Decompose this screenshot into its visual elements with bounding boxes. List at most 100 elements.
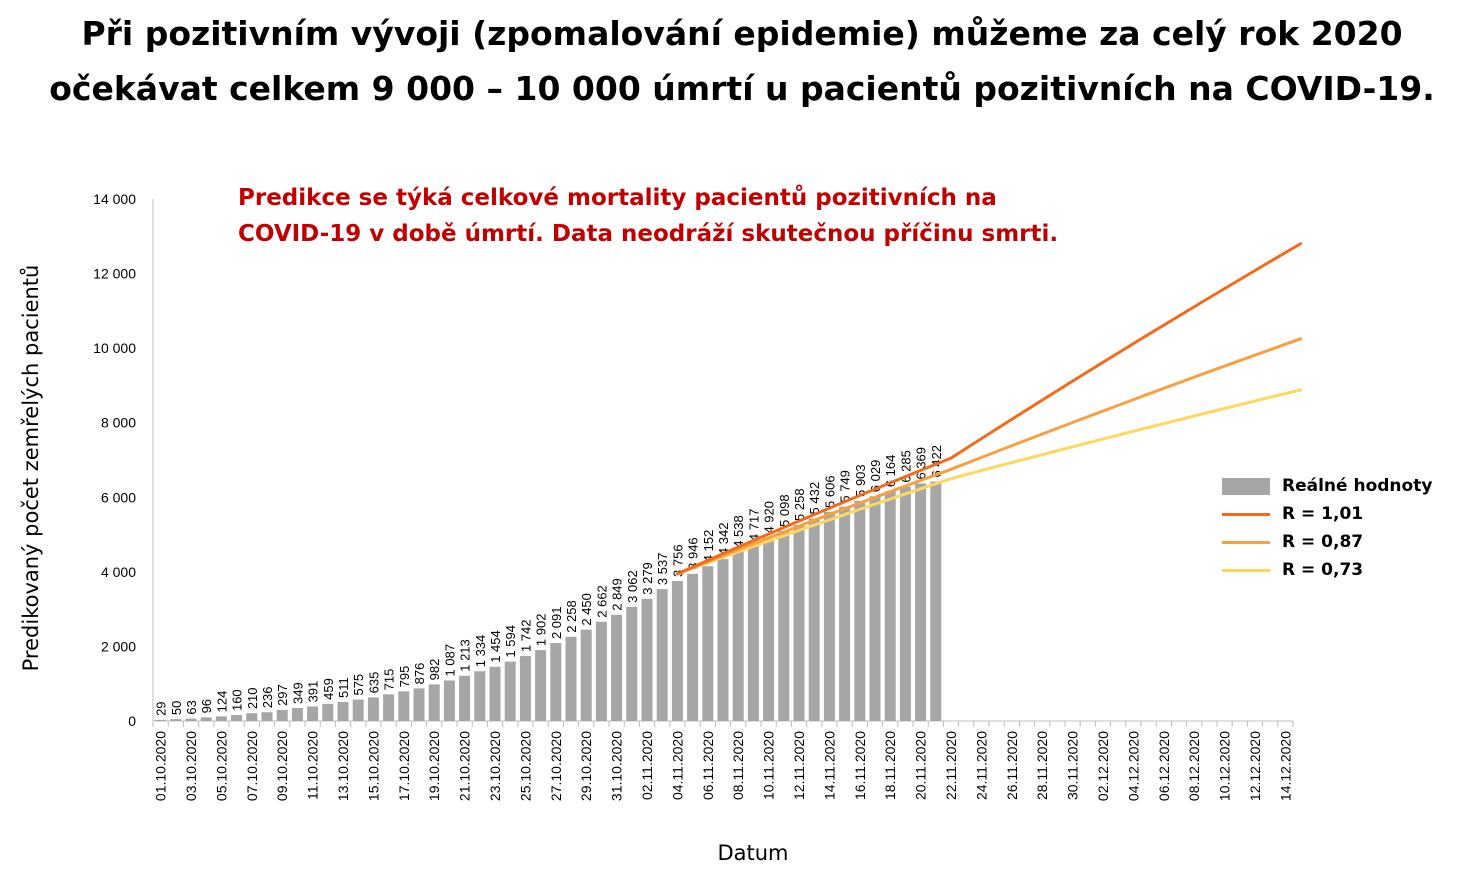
bar bbox=[535, 650, 547, 721]
x-tick-label: 27.10.2020 bbox=[548, 731, 564, 801]
bar-value-label: 459 bbox=[321, 678, 336, 700]
bar-value-label: 6 029 bbox=[868, 460, 883, 493]
x-tick-label: 09.10.2020 bbox=[274, 731, 290, 801]
line-r073 bbox=[675, 388, 1303, 576]
bar-value-label: 1 334 bbox=[473, 635, 488, 668]
bar bbox=[428, 684, 440, 721]
bar bbox=[565, 636, 577, 721]
bar-value-label: 1 594 bbox=[503, 625, 518, 658]
bar-value-label: 1 454 bbox=[488, 630, 503, 663]
bar-value-label: 96 bbox=[199, 699, 214, 713]
page-title: Při pozitivním vývoji (zpomalování epide… bbox=[0, 6, 1484, 116]
bar bbox=[763, 537, 775, 721]
bar-value-label: 1 742 bbox=[518, 620, 533, 653]
bar-value-label: 50 bbox=[169, 701, 184, 715]
bar-value-label: 3 062 bbox=[625, 570, 640, 603]
bar bbox=[869, 496, 881, 721]
bar bbox=[778, 530, 790, 721]
y-tick-label: 8 000 bbox=[101, 415, 136, 431]
bar-value-label: 4 920 bbox=[762, 501, 777, 534]
bar bbox=[808, 518, 820, 721]
x-tick-label: 28.11.2020 bbox=[1034, 731, 1050, 800]
x-tick-label: 07.10.2020 bbox=[244, 731, 260, 801]
bar-value-label: 63 bbox=[184, 700, 199, 714]
legend-item-real: Reálné hodnoty bbox=[1222, 472, 1432, 500]
bar bbox=[899, 486, 911, 721]
bar bbox=[747, 545, 759, 721]
x-tick-label: 24.11.2020 bbox=[973, 731, 989, 800]
bar bbox=[702, 566, 714, 721]
bar bbox=[915, 483, 927, 721]
chart-annotation: Predikce se týká celkové mortality pacie… bbox=[238, 180, 1138, 252]
title-line-1: Při pozitivním vývoji (zpomalování epide… bbox=[81, 14, 1403, 53]
bar-value-label: 3 946 bbox=[686, 537, 701, 570]
bar-value-label: 1 087 bbox=[442, 644, 457, 677]
bar-value-label: 297 bbox=[275, 684, 290, 706]
bar bbox=[367, 697, 379, 721]
x-tick-label: 02.11.2020 bbox=[639, 731, 655, 800]
bar-value-label: 2 849 bbox=[610, 578, 625, 611]
bar bbox=[793, 524, 805, 721]
x-tick-label: 05.10.2020 bbox=[213, 731, 229, 801]
bar bbox=[717, 559, 729, 721]
bar bbox=[930, 481, 942, 721]
legend-item-r101: R = 1,01 bbox=[1222, 500, 1432, 528]
bar-value-label: 5 098 bbox=[777, 494, 792, 527]
bar bbox=[307, 706, 319, 721]
bar-value-label: 6 164 bbox=[883, 455, 898, 488]
bar bbox=[170, 719, 182, 721]
x-tick-label: 06.11.2020 bbox=[700, 731, 716, 800]
line-r101 bbox=[675, 242, 1303, 576]
bar bbox=[580, 629, 592, 721]
annotation-line-2: COVID-19 v době úmrtí. Data neodráží sku… bbox=[238, 221, 1059, 247]
bar-value-label: 2 662 bbox=[594, 585, 609, 618]
legend-swatch-r073 bbox=[1222, 568, 1270, 572]
bar bbox=[215, 716, 227, 721]
bar-value-label: 5 903 bbox=[853, 464, 868, 497]
bar bbox=[398, 691, 410, 721]
x-tick-label: 04.11.2020 bbox=[669, 731, 685, 800]
bar bbox=[322, 703, 334, 721]
bar-value-label: 5 258 bbox=[792, 488, 807, 521]
bar-value-label: 6 422 bbox=[929, 445, 944, 478]
y-tick-label: 10 000 bbox=[93, 340, 136, 356]
x-tick-label: 15.10.2020 bbox=[365, 731, 381, 801]
bar bbox=[337, 701, 349, 721]
legend-label-real: Reálné hodnoty bbox=[1282, 476, 1433, 496]
bar-value-label: 795 bbox=[397, 666, 412, 688]
x-tick-label: 12.12.2020 bbox=[1247, 731, 1263, 801]
bar bbox=[504, 661, 516, 721]
x-tick-label: 08.12.2020 bbox=[1186, 731, 1202, 801]
bar-value-label: 4 342 bbox=[716, 523, 731, 556]
y-tick-label: 12 000 bbox=[93, 266, 136, 282]
x-tick-label: 17.10.2020 bbox=[396, 731, 412, 801]
x-tick-label: 08.11.2020 bbox=[730, 731, 746, 800]
bar bbox=[839, 506, 851, 721]
bar bbox=[261, 712, 273, 721]
bar bbox=[383, 694, 395, 721]
y-tick-label: 0 bbox=[128, 713, 136, 729]
bar bbox=[595, 621, 607, 721]
bar bbox=[687, 573, 699, 721]
bar bbox=[246, 713, 258, 721]
bar bbox=[550, 643, 562, 721]
bar-value-label: 5 749 bbox=[838, 470, 853, 503]
bar-value-label: 5 432 bbox=[807, 482, 822, 515]
bar bbox=[732, 551, 744, 721]
x-tick-label: 02.12.2020 bbox=[1095, 731, 1111, 801]
x-tick-label: 01.10.2020 bbox=[153, 731, 169, 801]
bar-value-label: 2 258 bbox=[564, 600, 579, 633]
legend-swatch-bars bbox=[1222, 477, 1270, 495]
chart-legend: Reálné hodnoty R = 1,01 R = 0,87 R = 0,7… bbox=[1222, 472, 1432, 584]
x-tick-label: 16.11.2020 bbox=[852, 731, 868, 800]
annotation-line-1: Predikce se týká celkové mortality pacie… bbox=[238, 185, 997, 211]
bar-value-label: 160 bbox=[230, 689, 245, 711]
x-tick-label: 14.12.2020 bbox=[1277, 731, 1293, 801]
x-tick-label: 06.12.2020 bbox=[1156, 731, 1172, 801]
bar bbox=[884, 491, 896, 721]
bar bbox=[443, 680, 455, 721]
bar bbox=[519, 656, 531, 721]
bar bbox=[276, 709, 288, 721]
bar bbox=[671, 580, 683, 721]
bar bbox=[641, 598, 653, 721]
